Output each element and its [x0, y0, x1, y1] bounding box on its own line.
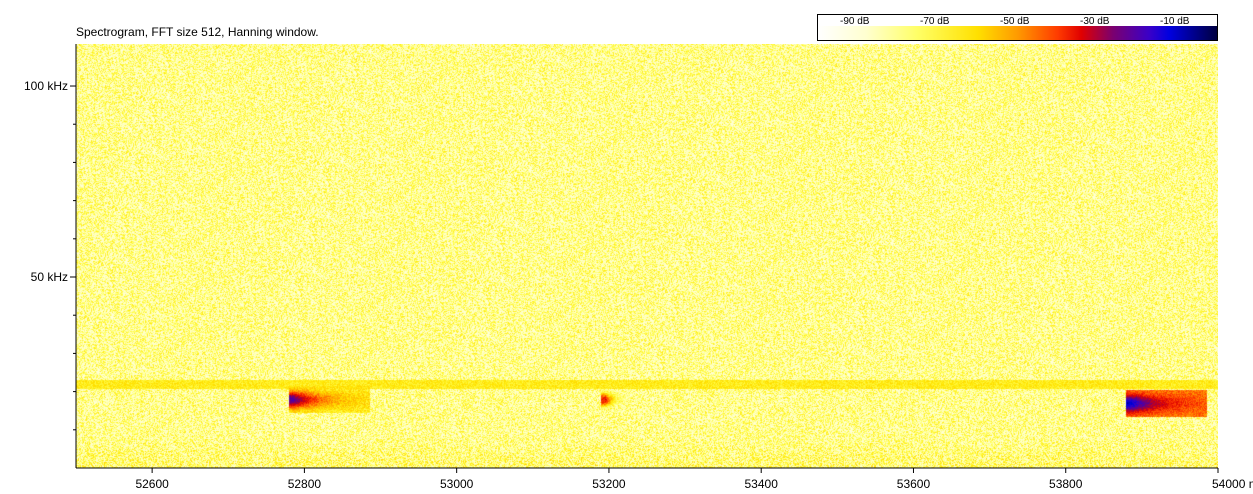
color-scale-legend: -90 dB -70 dB -50 dB -30 dB -10 dB [817, 14, 1218, 41]
x-tick-label: 53000 [440, 477, 474, 491]
color-scale-gradient [818, 26, 1217, 40]
x-tick-label: 53200 [592, 477, 626, 491]
x-tick-label: 52800 [288, 477, 322, 491]
x-tick-label: 53600 [897, 477, 931, 491]
y-tick-label: 100 kHz [24, 79, 68, 93]
chart-title: Spectrogram, FFT size 512, Hanning windo… [76, 25, 319, 39]
x-tick-label: 53400 [745, 477, 779, 491]
x-tick-label: 52600 [135, 477, 169, 491]
chart-axes: 52600 52800 53000 53200 53400 53600 53800 54000… [24, 44, 1253, 491]
y-tick-label: 50 kHz [31, 270, 68, 284]
x-tick-label: 53800 [1049, 477, 1083, 491]
color-scale-label: -10 dB [1160, 16, 1190, 27]
color-scale-label: -50 dB [1000, 16, 1030, 27]
spectrogram-image [76, 44, 1218, 468]
color-scale-label: -90 dB [840, 16, 870, 27]
x-tick-label: 54000 ms [1212, 477, 1253, 491]
spectrogram-heatmap [76, 44, 1218, 468]
color-scale-label: -70 dB [920, 16, 950, 27]
color-scale-label: -30 dB [1080, 16, 1110, 27]
